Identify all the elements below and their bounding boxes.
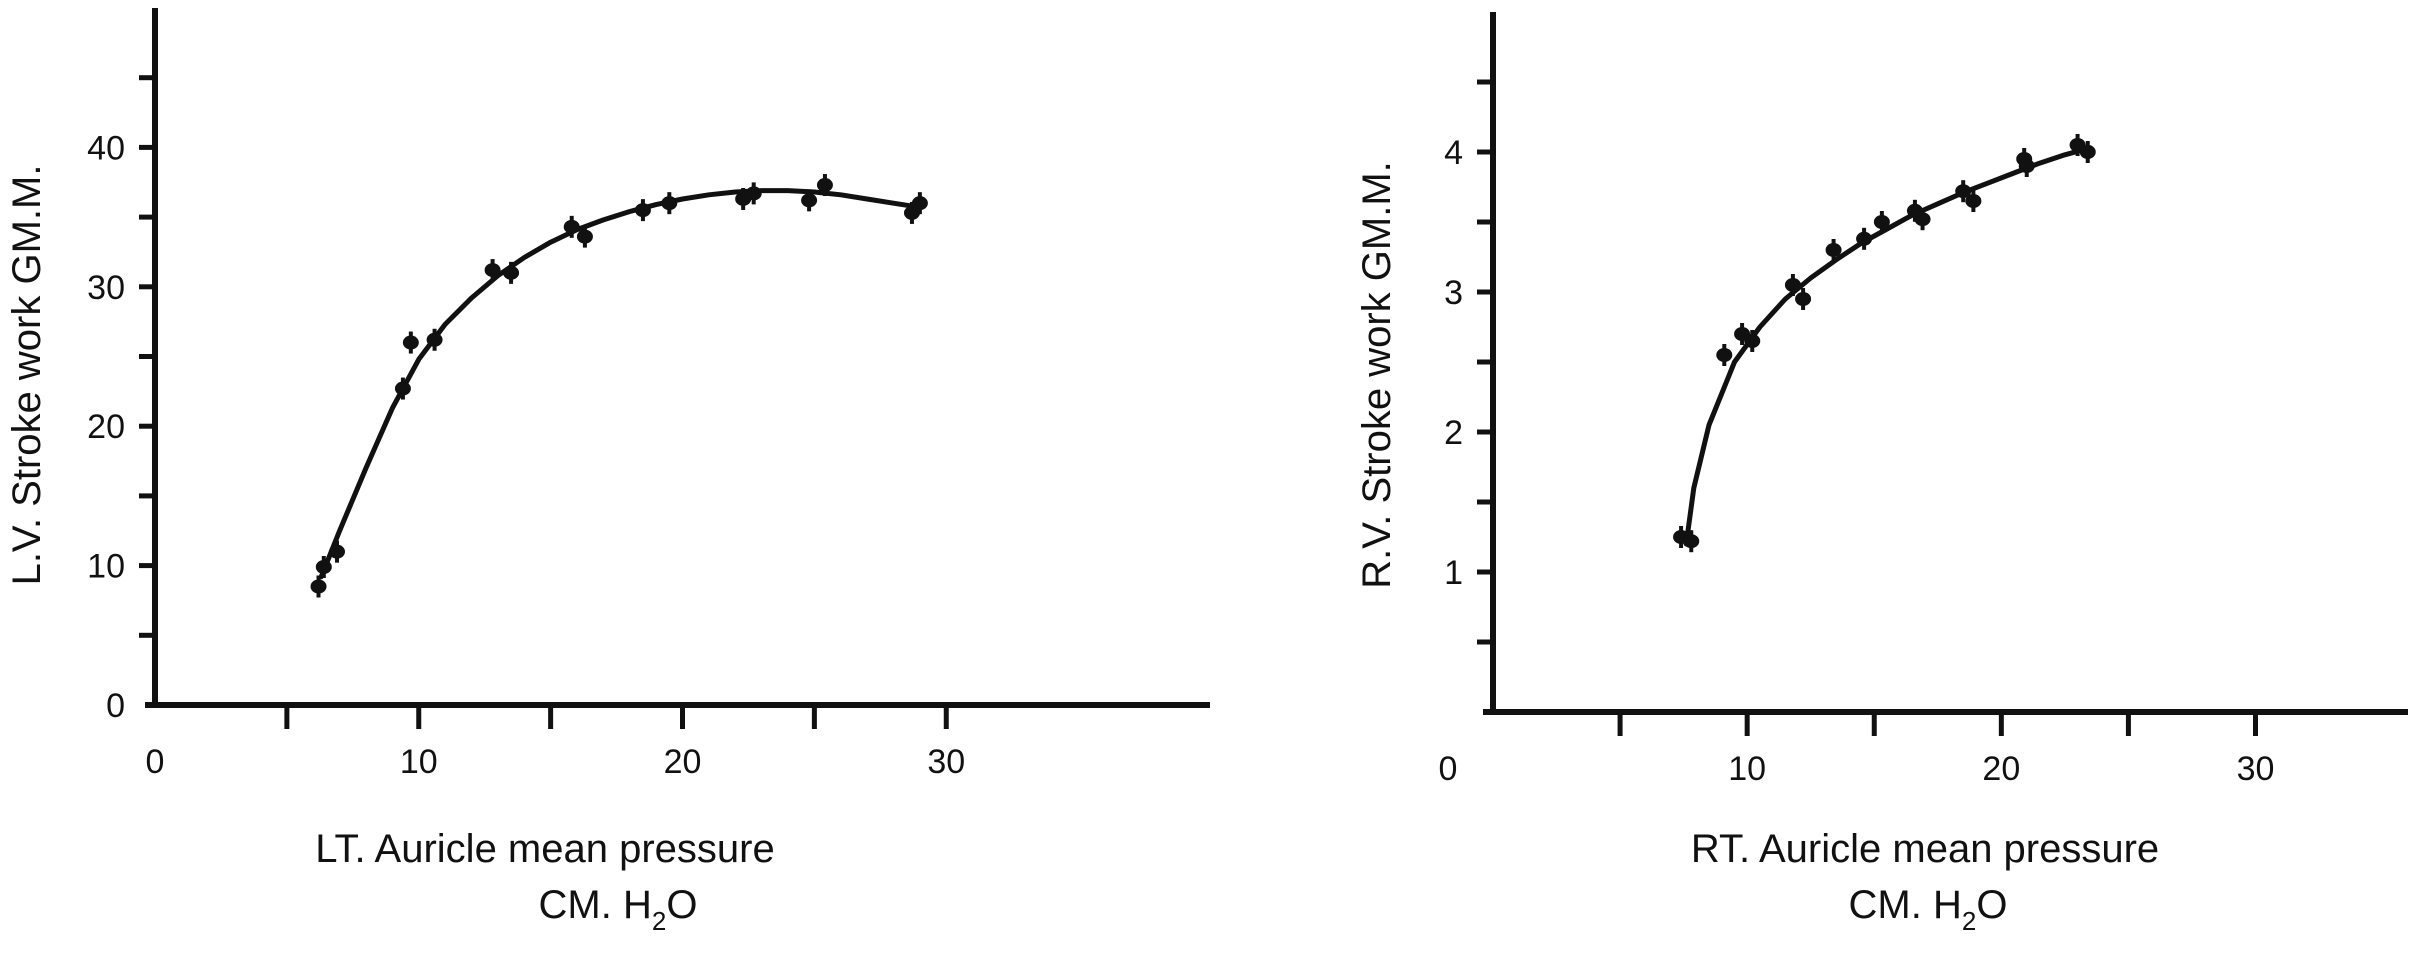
- left-y-tick-label: 30: [87, 269, 125, 307]
- left-y-tick-label: 20: [87, 408, 125, 446]
- left-data-point: [503, 261, 520, 284]
- left-data-point: [816, 174, 833, 197]
- chart-right: 1 2 3 4 0 10 20 30: [1439, 12, 2408, 788]
- right-data-point: [1716, 344, 1733, 366]
- left-data-point: [394, 377, 411, 400]
- left-x-tick-label: 20: [664, 743, 702, 781]
- right-y-tick-label: 4: [1444, 134, 1463, 172]
- left-data-point: [402, 331, 419, 354]
- left-data-point: [801, 189, 818, 212]
- right-x-unit-suffix: O: [1976, 883, 2007, 927]
- left-data-point: [563, 215, 580, 238]
- left-x-axis-unit: CM. H2O: [539, 883, 698, 936]
- right-data-point: [1914, 208, 1931, 231]
- left-data-point: [426, 328, 443, 351]
- left-data-point: [328, 540, 345, 563]
- right-data-point: [2018, 155, 2035, 177]
- left-x-tick-label: 10: [400, 743, 438, 781]
- right-x-axis-title: RT. Auricle mean pressure: [1691, 827, 2159, 871]
- left-data-point: [745, 182, 762, 205]
- right-data-point: [1955, 180, 1972, 203]
- left-data-point: [315, 555, 332, 578]
- right-x-tick-label: 30: [2237, 750, 2275, 788]
- left-x-axis-title: LT. Auricle mean pressure: [315, 827, 774, 871]
- right-x-axis-unit: CM. H2O: [1849, 883, 2008, 936]
- left-data-point: [484, 259, 501, 282]
- right-x-unit-subscript: 2: [1962, 906, 1976, 936]
- left-y-tick-label: 0: [106, 687, 125, 725]
- left-x-tick-label: 30: [927, 743, 965, 781]
- right-y-tick-label: 2: [1444, 414, 1463, 452]
- right-data-point: [1795, 288, 1812, 310]
- right-y-axis-title: R.V. Stroke work GM.M.: [1355, 161, 1399, 589]
- right-data-point: [1784, 274, 1801, 296]
- left-y-tick-label: 10: [87, 548, 125, 586]
- left-data-point: [903, 201, 920, 224]
- left-data-point: [634, 199, 651, 222]
- left-x-unit-prefix: CM. H: [539, 883, 652, 927]
- right-x-unit-prefix: CM. H: [1849, 883, 1962, 927]
- right-data-point: [2079, 141, 2096, 163]
- right-data-point: [1744, 330, 1761, 352]
- left-x-tick-label: 0: [146, 743, 165, 781]
- left-x-unit-suffix: O: [666, 883, 697, 927]
- right-data-point: [1856, 227, 1873, 250]
- right-x-tick-label: 10: [1728, 750, 1766, 788]
- left-data-point: [661, 192, 678, 215]
- left-y-axis-title: L.V. Stroke work GM.M.: [5, 165, 49, 586]
- left-x-unit-subscript: 2: [652, 906, 666, 936]
- right-data-point: [1965, 190, 1982, 212]
- left-series-line: [318, 188, 923, 580]
- right-data-point: [1873, 211, 1890, 233]
- right-series-line: [1683, 145, 2093, 547]
- left-y-tick-label: 40: [87, 129, 125, 167]
- left-data-point: [310, 575, 327, 598]
- chart-left: 0 10 20 30 40 0 10 20 30: [87, 8, 1210, 781]
- right-y-tick-label: 3: [1444, 274, 1463, 312]
- left-data-point: [911, 192, 928, 215]
- left-data-point: [576, 225, 593, 248]
- right-y-tick-label: 1: [1444, 554, 1463, 592]
- right-data-point: [1825, 239, 1842, 261]
- right-x-tick-label: 20: [1982, 750, 2020, 788]
- right-x-tick-label: 0: [1439, 750, 1458, 788]
- right-data-point: [1683, 530, 1700, 553]
